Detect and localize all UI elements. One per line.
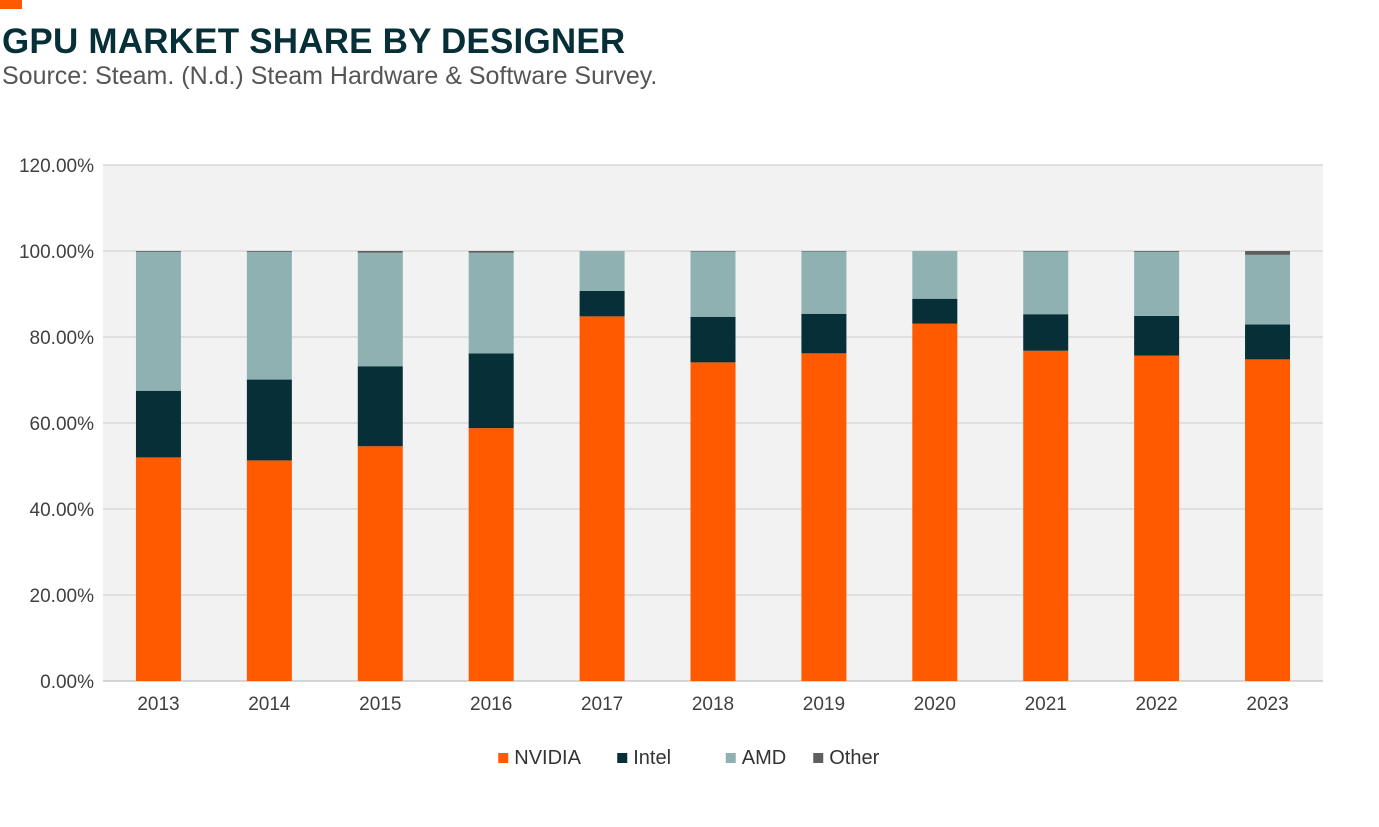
x-tick-label: 2013: [137, 694, 179, 715]
bar-nvidia-2015: [357, 446, 403, 681]
bar-nvidia-2022: [1134, 355, 1180, 681]
bar-amd-2022: [1134, 251, 1180, 316]
x-tick-label: 2017: [581, 694, 623, 715]
bar-other-2015: [357, 251, 403, 253]
bar-nvidia-2014: [246, 460, 292, 681]
bar-intel-2016: [468, 353, 514, 429]
x-tick-label: 2021: [1025, 694, 1067, 715]
legend-label-intel: Intel: [633, 747, 671, 769]
bar-intel-2019: [801, 313, 847, 354]
bar-amd-2017: [579, 251, 625, 291]
x-tick-label: 2015: [359, 694, 401, 715]
y-tick-label: 20.00%: [30, 586, 95, 607]
bar-intel-2023: [1245, 324, 1291, 360]
y-tick-label: 60.00%: [30, 414, 95, 435]
x-tick-label: 2019: [803, 694, 845, 715]
x-tick-label: 2020: [914, 694, 956, 715]
accent-bar: [0, 0, 22, 9]
bar-amd-2015: [357, 252, 403, 367]
legend-label-amd: AMD: [742, 747, 786, 769]
bar-intel-2021: [1023, 314, 1069, 351]
bar-amd-2019: [801, 251, 847, 314]
bar-amd-2020: [912, 251, 958, 299]
bar-nvidia-2021: [1023, 350, 1069, 681]
bar-other-2021: [1023, 251, 1069, 252]
bar-intel-2014: [246, 379, 292, 461]
chart-subtitle: Source: Steam. (N.d.) Steam Hardware & S…: [2, 62, 658, 90]
bar-intel-2018: [690, 316, 736, 363]
bar-amd-2016: [468, 252, 514, 354]
bar-other-2013: [135, 251, 181, 252]
bar-nvidia-2013: [135, 457, 181, 681]
bar-nvidia-2023: [1245, 359, 1291, 681]
bar-other-2014: [246, 251, 292, 252]
bar-amd-2023: [1245, 254, 1291, 325]
bar-intel-2022: [1134, 315, 1180, 356]
bar-other-2023: [1245, 251, 1291, 255]
y-tick-label: 80.00%: [30, 328, 95, 349]
bar-nvidia-2016: [468, 428, 514, 681]
y-tick-label: 100.00%: [19, 242, 94, 263]
legend-swatch-intel: [617, 753, 628, 763]
bar-amd-2018: [690, 251, 736, 317]
legend-label-other: Other: [829, 747, 879, 769]
bar-nvidia-2019: [801, 353, 847, 681]
bar-nvidia-2018: [690, 362, 736, 681]
bar-nvidia-2017: [579, 316, 625, 681]
bar-intel-2020: [912, 298, 958, 324]
legend-swatch-nvidia: [498, 753, 509, 763]
y-tick-label: 120.00%: [19, 156, 94, 177]
bar-nvidia-2020: [912, 323, 958, 681]
y-tick-label: 40.00%: [30, 500, 95, 521]
x-tick-label: 2016: [470, 694, 512, 715]
x-tick-label: 2022: [1135, 694, 1177, 715]
legend-swatch-other: [813, 753, 824, 763]
bar-intel-2015: [357, 366, 403, 447]
bar-amd-2013: [135, 251, 181, 391]
legend-label-nvidia: NVIDIA: [514, 747, 581, 769]
bar-amd-2021: [1023, 251, 1069, 315]
bar-intel-2017: [579, 290, 625, 317]
x-tick-label: 2014: [248, 694, 291, 715]
legend-swatch-amd: [725, 753, 736, 763]
chart-title: GPU MARKET SHARE BY DESIGNER: [2, 22, 626, 61]
bar-other-2022: [1134, 251, 1180, 252]
bar-other-2016: [468, 251, 514, 253]
bar-amd-2014: [246, 251, 292, 380]
y-tick-label: 0.00%: [40, 672, 94, 693]
x-tick-label: 2023: [1246, 694, 1288, 715]
bar-other-2018: [690, 251, 736, 252]
bar-intel-2013: [135, 390, 181, 458]
x-tick-label: 2018: [692, 694, 734, 715]
bar-other-2019: [801, 251, 847, 252]
